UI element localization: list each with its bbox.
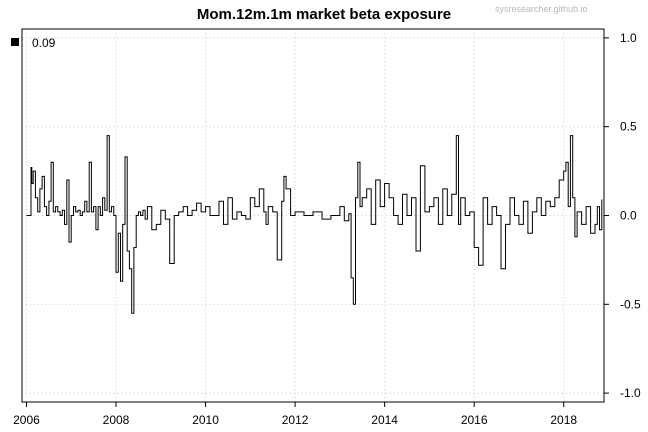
watermark: sysresearcher.github.io	[495, 4, 588, 14]
y-tick-label: 0.5	[620, 120, 637, 134]
grid-lines	[22, 29, 604, 402]
x-tick-label: 2008	[103, 413, 130, 427]
series-layer	[26, 135, 603, 314]
y-tick-label: 0.0	[620, 209, 637, 223]
chart-title: Mom.12m.1m market beta exposure	[196, 6, 452, 23]
x-axis: 2006 2008 2010 2012 2014 2016 2018	[13, 402, 577, 427]
x-tick-label: 2014	[371, 413, 398, 427]
x-tick-label: 2006	[13, 413, 40, 427]
y-tick-label: -0.5	[620, 297, 641, 311]
y-tick-label: -1.0	[620, 386, 641, 400]
legend-swatch	[11, 38, 19, 46]
y-tick-label: 1.0	[620, 31, 637, 45]
legend: 0.09	[11, 36, 56, 50]
legend-label: 0.09	[32, 36, 56, 50]
x-tick-label: 2018	[550, 413, 577, 427]
x-tick-label: 2012	[282, 413, 309, 427]
series-line	[26, 135, 603, 314]
y-axis: 1.0 0.5 0.0 -0.5 -1.0	[604, 31, 641, 400]
x-tick-label: 2010	[192, 413, 219, 427]
x-tick-label: 2016	[461, 413, 488, 427]
